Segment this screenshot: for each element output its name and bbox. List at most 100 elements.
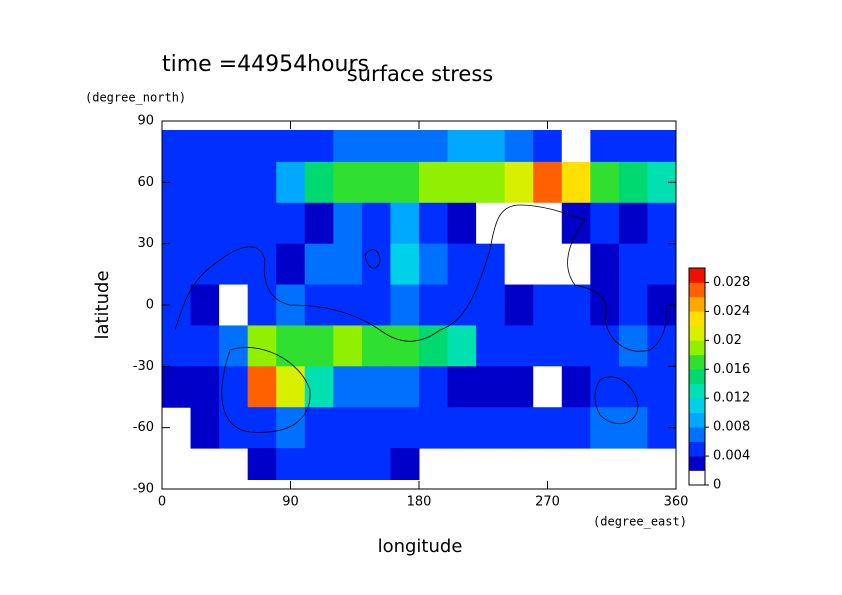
field-cell: [590, 161, 620, 204]
field-cell: [247, 448, 277, 480]
field-cell: [504, 202, 534, 245]
coastline: [221, 347, 311, 433]
field-cell: [419, 284, 449, 326]
field-cell: [533, 284, 563, 326]
field-cell: [333, 407, 363, 449]
field-cell: [647, 243, 676, 286]
field-cell: [219, 325, 249, 367]
field-cell: [390, 202, 420, 245]
field-cell: [276, 366, 306, 408]
field-cell: [476, 243, 506, 286]
field-cell: [361, 243, 391, 286]
colorbar-tick-label: 0.004: [713, 449, 750, 464]
field-cell: [219, 407, 249, 449]
field-cell: [561, 407, 591, 449]
field-cell: [190, 284, 220, 326]
field-cell: [618, 202, 648, 245]
field-cell: [361, 448, 391, 480]
colorbar-band: [689, 412, 705, 428]
field-cell: [447, 202, 477, 245]
x-tick-label: 360: [664, 495, 689, 510]
y-tick-label: 90: [137, 114, 154, 129]
coastline: [364, 249, 381, 269]
field-cell: [590, 202, 620, 245]
field-cell: [276, 407, 306, 449]
field-cell: [561, 243, 591, 286]
field: [162, 130, 676, 480]
field-cell: [590, 130, 620, 163]
field-cell: [276, 325, 306, 367]
y-tick-label: -90: [133, 482, 154, 497]
field-cell: [247, 243, 277, 286]
colorbar-band: [689, 268, 705, 283]
field-cell: [533, 243, 563, 286]
field-cell: [504, 407, 534, 449]
field-cell: [361, 202, 391, 245]
coastline: [594, 376, 639, 424]
field-cell: [276, 243, 306, 286]
field-cell: [447, 325, 477, 367]
field-cell: [476, 407, 506, 449]
field-cell: [219, 284, 249, 326]
colorbar-band: [689, 456, 705, 471]
colorbar-band: [689, 398, 705, 413]
field-cell: [419, 161, 449, 204]
field-cell: [590, 325, 620, 367]
field-cell: [247, 130, 277, 163]
colorbar-band: [689, 369, 705, 385]
field-cell: [247, 284, 277, 326]
field-cell: [190, 161, 220, 204]
x-tick-label: 270: [535, 495, 560, 510]
field-cell: [504, 243, 534, 286]
colorbar-tick-label: 0.016: [713, 362, 750, 377]
field-cell: [390, 130, 420, 163]
field-cell: [247, 407, 277, 449]
field-cell: [333, 325, 363, 367]
colorbar-tick-label: 0.008: [713, 420, 750, 435]
field-cell: [419, 130, 449, 163]
field-cell: [304, 325, 334, 367]
field-cell: [361, 325, 391, 367]
field-cell: [333, 161, 363, 204]
colorbar-tick-label: 0.02: [713, 333, 742, 348]
field-cell: [190, 130, 220, 163]
field-cell: [590, 366, 620, 408]
field-cell: [162, 202, 192, 245]
field-cell: [504, 284, 534, 326]
field-cell: [390, 448, 420, 480]
field-cell: [304, 130, 334, 163]
field-cell: [590, 243, 620, 286]
field-cell: [419, 407, 449, 449]
field-cell: [533, 161, 563, 204]
x-tick-label: 90: [282, 495, 299, 510]
field-cell: [219, 202, 249, 245]
field-cell: [219, 130, 249, 163]
field-cell: [390, 407, 420, 449]
field-cell: [304, 407, 334, 449]
field-cell: [476, 202, 506, 245]
colorbar-band: [689, 282, 705, 298]
field-cell: [333, 366, 363, 408]
chart-title: surface stress: [347, 62, 493, 86]
field-cell: [447, 407, 477, 449]
field-cell: [276, 448, 306, 480]
coastline: [174, 204, 667, 352]
field-cell: [590, 407, 620, 449]
field-cell: [561, 202, 591, 245]
axes: 0 90 180 270 360 -90 -60 -30 0 30 60 90 0 0.004 0.008 0…: [133, 114, 750, 510]
field-cell: [533, 130, 563, 163]
field-cell: [447, 161, 477, 204]
colorbar-tick-label: 0.024: [713, 304, 750, 319]
field-cell: [618, 284, 648, 326]
field-cell: [561, 325, 591, 367]
field-cell: [219, 243, 249, 286]
colorbar-tick-label: 0.028: [713, 275, 750, 290]
field-cell: [504, 325, 534, 367]
field-cell: [561, 284, 591, 326]
field-cell: [533, 202, 563, 245]
field-cell: [276, 161, 306, 204]
field-cell: [476, 130, 506, 163]
field-cell: [361, 130, 391, 163]
x-axis-label: longitude: [378, 536, 463, 557]
